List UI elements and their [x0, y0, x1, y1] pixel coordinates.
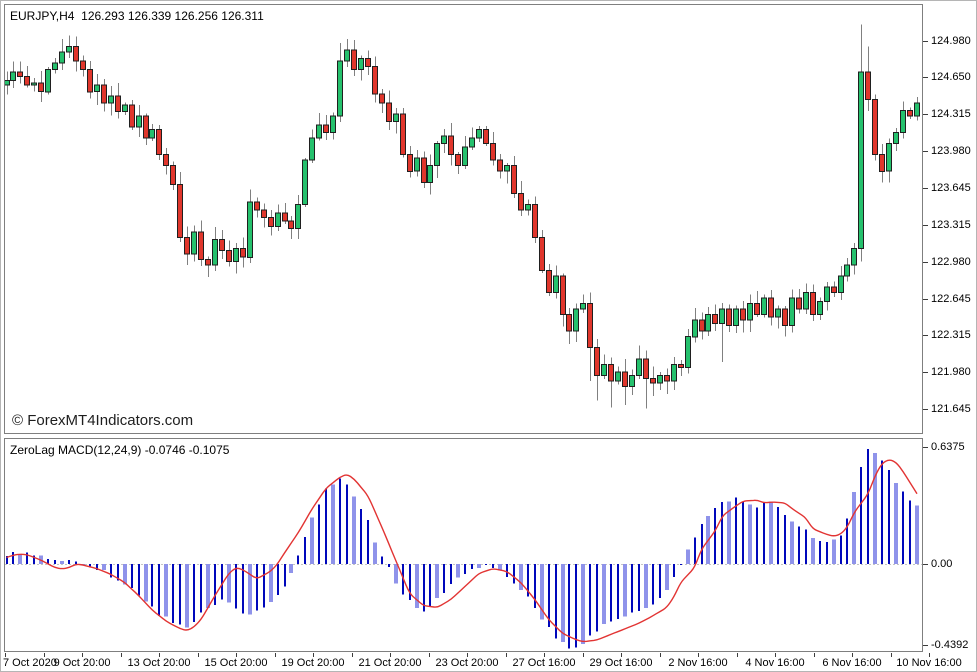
price-tick	[923, 225, 928, 226]
time-tick-label: 19 Oct 20:00	[281, 657, 345, 669]
time-tick	[698, 653, 699, 657]
time-tick	[737, 653, 738, 657]
time-tick	[82, 653, 83, 657]
time-tick	[159, 653, 160, 657]
time-axis[interactable]: 7 Oct 2020 9 Oct 20:00 13 Oct 20:00 15 Oct …	[1, 653, 976, 671]
time-tick-label: 13 Oct 20:00	[127, 657, 191, 669]
macd-signal-line	[6, 459, 918, 643]
time-tick-label: 23 Oct 20:00	[435, 657, 499, 669]
time-tick-label: 10 Nov 16:00	[896, 657, 962, 669]
time-tick-label: 4 Nov 16:00	[745, 657, 805, 669]
time-tick	[891, 653, 892, 657]
price-tick-label: 123.980	[931, 145, 971, 157]
time-tick	[467, 653, 468, 657]
candlestick-chart	[5, 24, 920, 409]
time-tick	[429, 653, 430, 657]
time-tick	[583, 653, 584, 657]
time-tick	[121, 653, 122, 657]
time-tick-label: 6 Nov 16:00	[822, 657, 882, 669]
price-tick-label: 124.650	[931, 71, 971, 83]
time-tick-label: 9 Oct 20:00	[53, 657, 111, 669]
time-tick-label: 2 Nov 16:00	[668, 657, 728, 669]
price-tick-label: 122.645	[931, 293, 971, 305]
macd-indicator-pane[interactable]: ZeroLag MACD(12,24,9) -0.0746 -0.1075	[4, 438, 923, 652]
time-tick	[352, 653, 353, 657]
price-tick	[923, 299, 928, 300]
macd-tick-label: -0.4392	[931, 639, 969, 651]
price-axis[interactable]: 124.980 124.650 124.315 123.980 123.645 123.3…	[923, 4, 976, 435]
indicator-label: ZeroLag MACD(12,24,9) -0.0746 -0.1075	[10, 443, 230, 457]
price-tick-label: 121.645	[931, 403, 971, 415]
macd-value-axis[interactable]: 0.6375 0.00 -0.4392	[923, 438, 976, 653]
time-tick	[621, 653, 622, 657]
price-tick	[923, 188, 928, 189]
price-tick	[923, 372, 928, 373]
time-tick	[44, 653, 45, 657]
macd-histogram	[6, 449, 919, 649]
price-tick	[923, 409, 928, 410]
time-tick	[5, 653, 6, 657]
time-tick	[929, 653, 930, 657]
price-chart-pane[interactable]: EURJPY,H4 126.293 126.339 126.256 126.31…	[4, 4, 923, 434]
candle-bodies	[5, 46, 920, 387]
price-tick-label: 121.980	[931, 366, 971, 378]
watermark: © ForexMT4Indicators.com	[12, 412, 194, 429]
price-tick	[923, 41, 928, 42]
macd-tick-label: 0.6375	[931, 441, 965, 453]
macd-tick	[923, 564, 928, 565]
price-tick	[923, 335, 928, 336]
price-tick-label: 124.980	[931, 35, 971, 47]
macd-tick	[923, 447, 928, 448]
time-tick	[544, 653, 545, 657]
price-tick	[923, 262, 928, 263]
price-tick-label: 124.315	[931, 108, 971, 120]
price-tick-label: 122.980	[931, 256, 971, 268]
price-tick-label: 122.315	[931, 329, 971, 341]
time-tick	[506, 653, 507, 657]
price-tick	[923, 77, 928, 78]
time-tick	[198, 653, 199, 657]
price-tick	[923, 151, 928, 152]
time-tick-label: 29 Oct 16:00	[589, 657, 653, 669]
symbol-ohlc-label: EURJPY,H4 126.293 126.339 126.256 126.31…	[10, 9, 264, 23]
macd-tick	[923, 645, 928, 646]
time-tick	[814, 653, 815, 657]
macd-chart	[5, 449, 922, 649]
time-tick-label: 15 Oct 20:00	[204, 657, 268, 669]
time-tick	[236, 653, 237, 657]
price-tick	[923, 114, 928, 115]
candle-wicks	[7, 24, 918, 409]
time-tick	[390, 653, 391, 657]
price-tick-label: 123.315	[931, 219, 971, 231]
macd-tick-label: 0.00	[931, 558, 953, 570]
price-tick-label: 123.645	[931, 182, 971, 194]
time-tick-label: 27 Oct 16:00	[512, 657, 576, 669]
time-tick	[775, 653, 776, 657]
time-tick	[852, 653, 853, 657]
time-tick-label: 21 Oct 20:00	[358, 657, 422, 669]
time-tick	[660, 653, 661, 657]
time-tick	[313, 653, 314, 657]
time-tick	[275, 653, 276, 657]
time-tick-label: 7 Oct 2020	[3, 657, 57, 669]
